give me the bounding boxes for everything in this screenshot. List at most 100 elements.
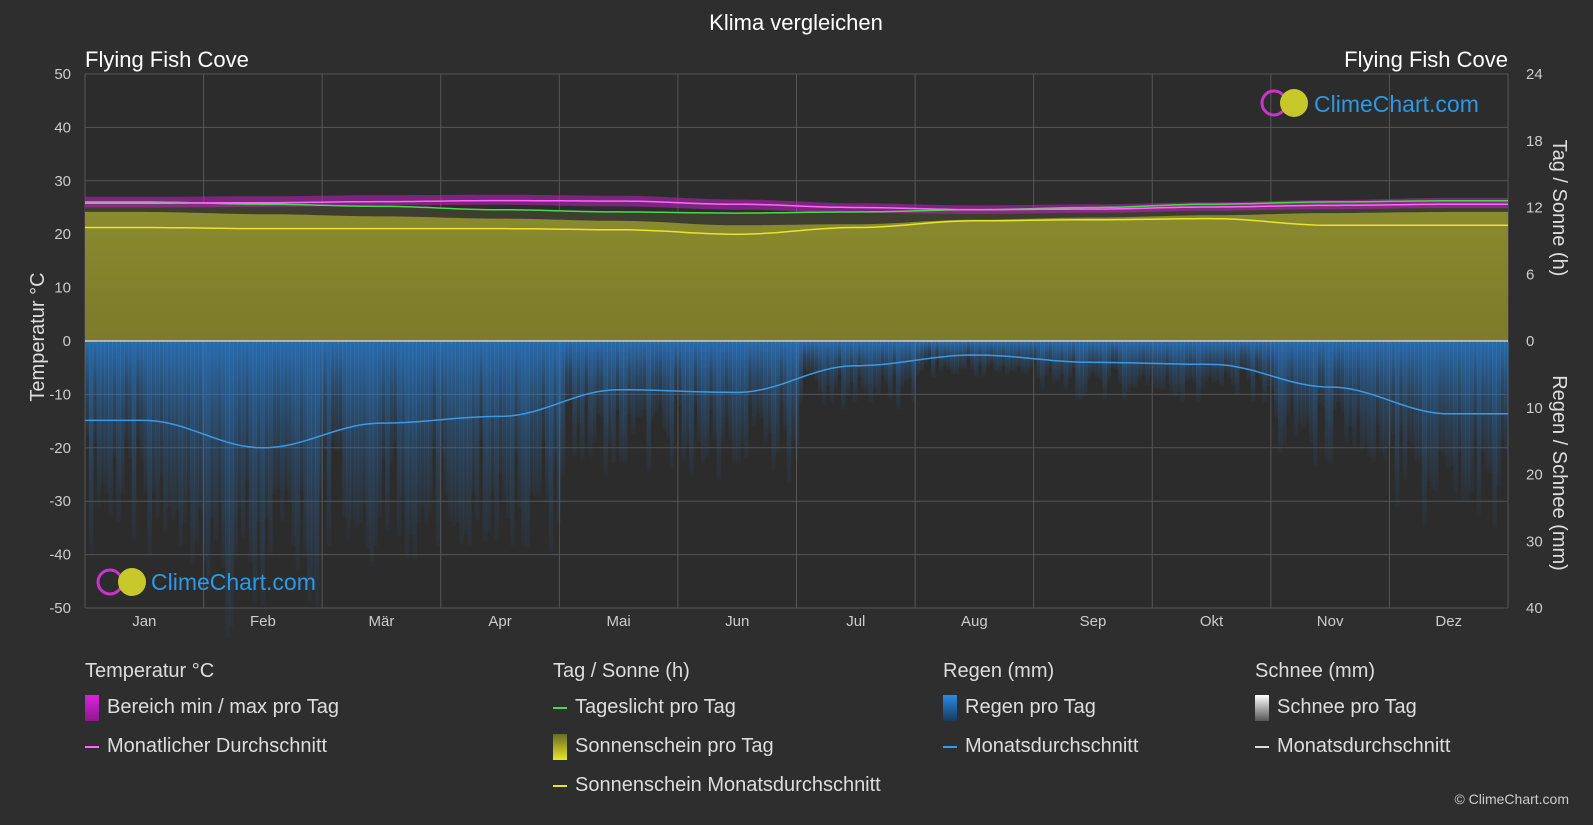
rain-day-bar xyxy=(552,341,558,464)
rain-day-bar xyxy=(1059,341,1065,375)
rain-day-bar xyxy=(1367,341,1373,457)
rain-day-bar xyxy=(884,341,889,385)
rain-day-bar xyxy=(615,341,620,411)
rain-day-bar xyxy=(478,341,484,440)
rain-day-bar xyxy=(272,341,277,494)
rain-day-bar xyxy=(502,341,507,501)
left-tick-label: 40 xyxy=(54,119,71,136)
rain-day-bar xyxy=(1239,341,1244,370)
rain-day-bar xyxy=(1394,341,1400,507)
rain-day-bar xyxy=(163,341,168,533)
rain-day-bar xyxy=(1309,341,1314,443)
rain-day-bar xyxy=(1219,341,1224,387)
rain-day-bar xyxy=(389,341,394,464)
rain-day-bar xyxy=(412,341,417,559)
rain-day-bar xyxy=(1215,341,1221,381)
rain-day-bar xyxy=(459,341,464,544)
rain-day-bar xyxy=(1114,341,1119,370)
rain-day-bar xyxy=(1441,341,1447,457)
rain-day-bar xyxy=(548,341,554,552)
rain-day-bar xyxy=(650,341,655,422)
rain-day-bar xyxy=(244,341,250,481)
x-tick-label: Apr xyxy=(488,613,511,630)
rain-day-bar xyxy=(1032,341,1037,361)
rain-day-bar xyxy=(396,341,402,536)
rain-day-bar xyxy=(771,341,776,470)
rain-day-bar xyxy=(751,341,757,426)
rain-day-bar xyxy=(1266,341,1271,387)
rain-day-bar xyxy=(814,341,819,382)
temp-avg-swatch-icon xyxy=(85,745,99,748)
rain-day-bar xyxy=(373,341,378,546)
left-tick-label: 30 xyxy=(54,173,71,190)
rain-day-bar xyxy=(1235,341,1240,395)
rain-day-bar xyxy=(895,341,901,409)
rain-day-bar xyxy=(1164,341,1170,376)
rain-day-bar xyxy=(139,341,145,460)
rain-day-bar xyxy=(233,341,238,560)
rain-day-bar xyxy=(658,341,663,405)
rain-day-bar xyxy=(564,341,569,408)
rain-day-bar xyxy=(868,341,874,404)
rain-day-bar xyxy=(1141,341,1146,376)
right-bottom-axis-label: Regen / Schnee (mm) xyxy=(1548,375,1570,571)
rain-day-bar xyxy=(1020,341,1026,373)
rain-day-bar xyxy=(1137,341,1143,381)
rain-day-bar xyxy=(626,341,632,415)
rain-day-bar xyxy=(455,341,460,523)
rain-day-bar xyxy=(1157,341,1162,388)
rain-day-bar xyxy=(1102,341,1107,400)
rain-day-bar xyxy=(833,341,838,388)
rain-day-bar xyxy=(763,341,768,444)
rain-day-bar xyxy=(646,341,651,471)
rain-day-bar xyxy=(817,341,823,393)
rain-day-bar xyxy=(1433,341,1439,493)
rain-day-bar xyxy=(1071,341,1076,369)
rain-day-bar xyxy=(287,341,293,502)
x-tick-label: Feb xyxy=(250,613,276,630)
rain-day-bar xyxy=(1125,341,1131,393)
rain-day-bar xyxy=(607,341,612,444)
snow-avg-swatch-icon xyxy=(1255,745,1269,748)
rain-day-bar xyxy=(1246,341,1252,380)
legend-temp-range: Bereich min / max pro Tag xyxy=(85,688,339,727)
rain-day-bar xyxy=(841,341,846,410)
rain-day-bar xyxy=(845,341,850,396)
rain-day-bar xyxy=(560,341,566,476)
rain-day-bar xyxy=(482,341,488,543)
rain-day-bar xyxy=(1040,341,1045,389)
rain-swatch-icon xyxy=(943,694,957,721)
rain-day-bar xyxy=(1274,341,1279,418)
rain-day-bar xyxy=(1465,341,1470,504)
rain-day-bar xyxy=(981,341,987,377)
right-bottom-tick-label: 40 xyxy=(1526,600,1543,617)
rain-day-bar xyxy=(712,341,718,440)
rain-day-bar xyxy=(533,341,538,498)
rain-day-bar xyxy=(1172,341,1178,397)
rain-day-bar xyxy=(521,341,527,547)
rain-day-bar xyxy=(1086,341,1092,379)
legend-sun-title: Tag / Sonne (h) xyxy=(553,660,690,682)
rain-day-bar xyxy=(506,341,511,518)
rain-day-bar xyxy=(194,341,199,543)
logo-bottom: ClimeChart.com xyxy=(96,568,316,596)
rain-day-bar xyxy=(330,341,336,442)
rain-day-bar xyxy=(1336,341,1341,402)
rain-day-bar xyxy=(131,341,137,541)
rain-day-bar xyxy=(127,341,133,459)
legend-temp-avg: Monatlicher Durchschnitt xyxy=(85,727,339,766)
rain-day-bar xyxy=(1075,341,1080,401)
rain-day-bar xyxy=(946,341,952,370)
rain-day-bar xyxy=(295,341,300,571)
rain-day-bar xyxy=(494,341,499,540)
rain-day-bar xyxy=(662,341,667,431)
rain-day-bar xyxy=(1398,341,1404,431)
rain-day-bar xyxy=(829,341,835,403)
temp-range-band xyxy=(85,194,1508,214)
rain-day-bar xyxy=(264,341,269,518)
rain-day-bar xyxy=(806,341,811,374)
rain-day-bar xyxy=(587,341,593,457)
right-top-tick-label: 6 xyxy=(1526,266,1534,283)
rain-day-bar xyxy=(568,341,573,400)
rain-day-bar xyxy=(794,341,800,461)
